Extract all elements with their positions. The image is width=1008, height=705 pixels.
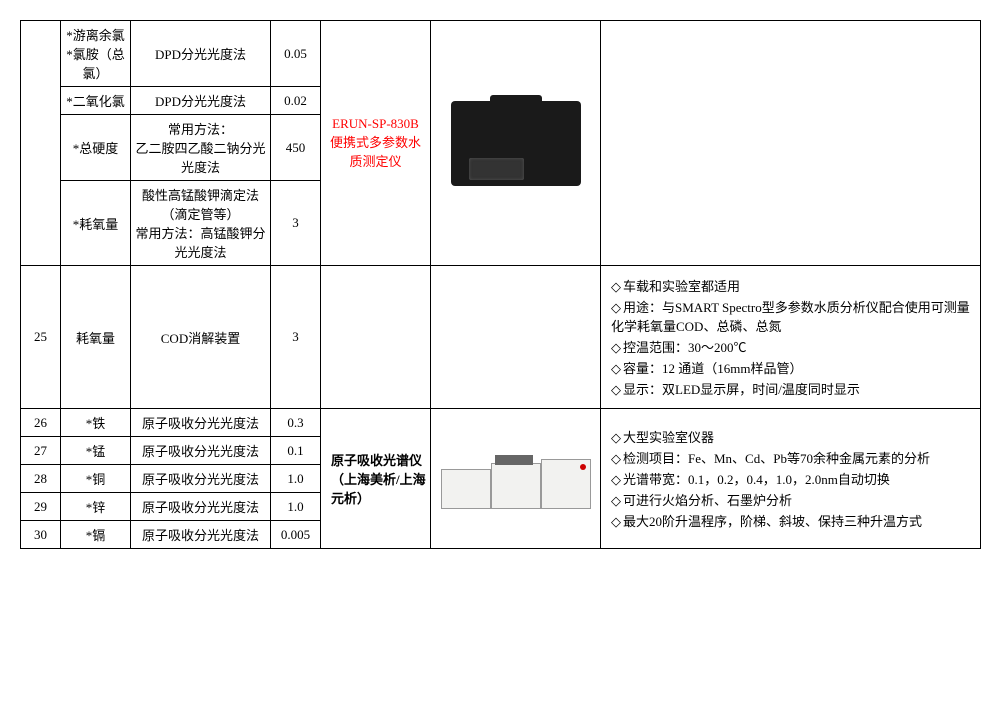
cell-limit: 0.3 [271,409,321,437]
cell-device: ERUN-SP-830B 便携式多参数水质测定仪 [321,21,431,266]
device-model: ERUN-SP-830B [325,116,426,132]
cell-method: 原子吸收分光光度法 [131,465,271,493]
cell-limit: 3 [271,266,321,409]
cell-method: 原子吸收分光光度法 [131,493,271,521]
cell-image [431,409,601,549]
device-image-case [451,101,581,186]
cell-limit: 1.0 [271,493,321,521]
cell-method: 原子吸收分光光度法 [131,437,271,465]
cell-item: *镉 [61,521,131,549]
cell-num: 27 [21,437,61,465]
cell-limit: 0.05 [271,21,321,87]
cell-limit: 0.1 [271,437,321,465]
cell-method: DPD分光光度法 [131,87,271,115]
cell-device [321,266,431,409]
device-name: 便携式多参数水质测定仪 [325,132,426,170]
spec-table: *游离余氯*氯胺（总氯） DPD分光光度法 0.05 ERUN-SP-830B … [20,20,981,549]
device2-name: 原子吸收光谱仪 [331,450,426,469]
cell-desc: 大型实验室仪器 检测项目：Fe、Mn、Cd、Pb等70余种金属元素的分析 光谱带… [601,409,981,549]
cell-limit: 450 [271,115,321,181]
spec-list-25: 车载和实验室都适用 用途：与SMART Spectro型多参数水质分析仪配合使用… [611,276,970,398]
cell-image [431,266,601,409]
cell-item: *铜 [61,465,131,493]
cell-item: *锰 [61,437,131,465]
cell-desc [601,21,981,266]
cell-item: *耗氧量 [61,181,131,266]
cell-item: 耗氧量 [61,266,131,409]
cell-method: 原子吸收分光光度法 [131,521,271,549]
spec-item: 显示：双LED显示屏，时间/温度同时显示 [611,379,970,398]
cell-limit: 1.0 [271,465,321,493]
cell-num: 28 [21,465,61,493]
spec-item: 容量：12 通道（16mm样品管） [611,358,970,377]
cell-method: 原子吸收分光光度法 [131,409,271,437]
spec-item: 光谱带宽：0.1，0.2，0.4，1.0，2.0nm自动切换 [611,469,970,488]
cell-method: DPD分光光度法 [131,21,271,87]
cell-num [21,21,61,266]
cell-method: 常用方法：乙二胺四乙酸二钠分光光度法 [131,115,271,181]
cell-item: *总硬度 [61,115,131,181]
spec-list-atomic: 大型实验室仪器 检测项目：Fe、Mn、Cd、Pb等70余种金属元素的分析 光谱带… [611,427,970,530]
cell-limit: 3 [271,181,321,266]
spec-item: 检测项目：Fe、Mn、Cd、Pb等70余种金属元素的分析 [611,448,970,467]
cell-image [431,21,601,266]
device2-vendor: （上海美析/上海元析） [331,469,426,507]
cell-desc: 车载和实验室都适用 用途：与SMART Spectro型多参数水质分析仪配合使用… [601,266,981,409]
cell-item: *二氧化氯 [61,87,131,115]
cell-item: *铁 [61,409,131,437]
spec-item: 最大20阶升温程序，阶梯、斜坡、保持三种升温方式 [611,511,970,530]
cell-device: 原子吸收光谱仪 （上海美析/上海元析） [321,409,431,549]
table-row: *游离余氯*氯胺（总氯） DPD分光光度法 0.05 ERUN-SP-830B … [21,21,981,87]
spec-item: 车载和实验室都适用 [611,276,970,295]
spec-item: 可进行火焰分析、石墨炉分析 [611,490,970,509]
cell-method: COD消解装置 [131,266,271,409]
cell-num: 29 [21,493,61,521]
cell-item: *游离余氯*氯胺（总氯） [61,21,131,87]
spec-item: 用途：与SMART Spectro型多参数水质分析仪配合使用可测量化学耗氧量CO… [611,297,970,335]
cell-num: 26 [21,409,61,437]
spec-item: 大型实验室仪器 [611,427,970,446]
cell-limit: 0.005 [271,521,321,549]
cell-method: 酸性高锰酸钾滴定法（滴定管等）常用方法：高锰酸钾分光光度法 [131,181,271,266]
cell-limit: 0.02 [271,87,321,115]
table-row: 26 *铁 原子吸收分光光度法 0.3 原子吸收光谱仪 （上海美析/上海元析） … [21,409,981,437]
spec-item: 控温范围：30～200℃ [611,337,970,356]
table-row: 25 耗氧量 COD消解装置 3 车载和实验室都适用 用途：与SMART Spe… [21,266,981,409]
cell-item: *锌 [61,493,131,521]
cell-num: 30 [21,521,61,549]
device-image-spectrometer [441,449,591,509]
cell-num: 25 [21,266,61,409]
